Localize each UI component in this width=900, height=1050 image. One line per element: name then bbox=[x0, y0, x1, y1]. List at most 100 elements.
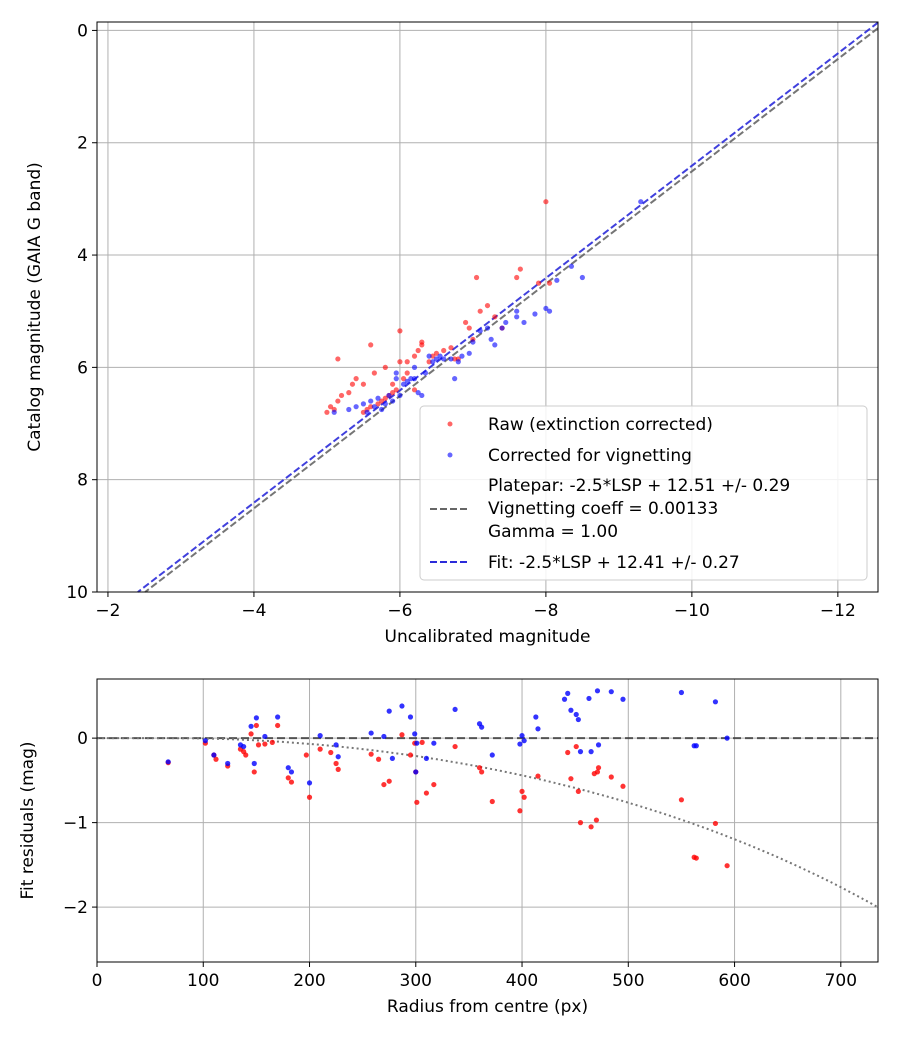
corrected-point bbox=[333, 742, 339, 748]
raw-point bbox=[368, 404, 374, 410]
raw-point bbox=[375, 756, 382, 762]
corrected-point bbox=[568, 707, 574, 713]
raw-point bbox=[517, 808, 523, 814]
corrected-point bbox=[678, 689, 685, 696]
legend-box bbox=[419, 405, 868, 581]
corrected-point bbox=[353, 404, 359, 410]
raw-point bbox=[251, 769, 257, 775]
corrected-point bbox=[400, 381, 407, 387]
corrected-point bbox=[317, 733, 323, 739]
raw-point bbox=[419, 739, 425, 745]
raw-point bbox=[430, 353, 436, 359]
raw-point bbox=[477, 308, 483, 314]
corrected-point bbox=[535, 726, 541, 732]
corrected-point bbox=[379, 406, 385, 413]
raw-point bbox=[568, 776, 574, 782]
raw-point bbox=[262, 741, 268, 747]
top-scatter-points bbox=[324, 199, 644, 415]
vignetting-curve bbox=[97, 737, 879, 909]
raw-point bbox=[517, 266, 523, 272]
raw-point bbox=[595, 765, 602, 771]
raw-point bbox=[678, 797, 685, 803]
raw-point bbox=[573, 743, 579, 750]
corrected-point bbox=[499, 325, 505, 331]
corrected-point bbox=[514, 308, 520, 314]
y-tick-label: 0 bbox=[77, 729, 88, 749]
raw-point bbox=[317, 746, 323, 752]
raw-point bbox=[335, 356, 341, 362]
raw-point bbox=[368, 751, 374, 757]
x-tick-label: 200 bbox=[293, 971, 325, 991]
raw-point bbox=[306, 794, 313, 800]
corrected-point bbox=[382, 401, 388, 407]
corrected-point bbox=[368, 398, 374, 404]
corrected-point bbox=[393, 376, 399, 382]
corrected-point bbox=[479, 724, 485, 730]
corrected-point bbox=[712, 699, 719, 705]
x-tick-label: −8 bbox=[533, 601, 558, 621]
top-panel: −2 −4 −6 −8 −10 −12 0 2 4 6 8 10 Uncalibrated magni… bbox=[25, 21, 879, 647]
raw-point bbox=[514, 274, 520, 281]
raw-point bbox=[452, 743, 458, 750]
corrected-point bbox=[514, 314, 520, 320]
x-tick-label: −10 bbox=[674, 601, 710, 621]
corrected-point bbox=[448, 356, 454, 362]
y-tick-label: 6 bbox=[77, 358, 88, 378]
x-tick-label: −2 bbox=[95, 601, 120, 621]
raw-point bbox=[382, 364, 388, 370]
raw-point bbox=[546, 280, 553, 286]
raw-point bbox=[535, 773, 541, 779]
legend-label-fit: Fit: -2.5*LSP + 12.41 +/- 0.27 bbox=[488, 553, 740, 573]
raw-point bbox=[565, 749, 571, 756]
raw-point bbox=[399, 732, 405, 738]
legend-marker-raw bbox=[447, 421, 453, 427]
corrected-point bbox=[285, 765, 291, 771]
corrected-point bbox=[414, 740, 420, 746]
top-axes-frame bbox=[96, 21, 879, 593]
corrected-point bbox=[554, 277, 560, 283]
corrected-point bbox=[360, 401, 367, 407]
raw-point bbox=[575, 788, 581, 794]
bottom-x-axis-label: Radius from centre (px) bbox=[387, 997, 588, 1017]
corrected-point bbox=[441, 356, 447, 362]
raw-point bbox=[479, 769, 485, 775]
corrected-point bbox=[595, 742, 602, 748]
raw-point bbox=[620, 783, 626, 789]
corrected-point bbox=[346, 406, 352, 413]
raw-point bbox=[335, 766, 341, 772]
raw-point bbox=[346, 390, 352, 396]
raw-point bbox=[381, 781, 387, 788]
bottom-scatter-points bbox=[165, 688, 730, 869]
y-tick-label: −1 bbox=[63, 814, 88, 834]
raw-point bbox=[379, 398, 385, 404]
bottom-panel: 0 100 200 300 400 500 600 700 0 −1 −2 Radius from … bbox=[18, 678, 879, 1017]
corrected-point bbox=[521, 319, 527, 326]
x-tick-label: 0 bbox=[92, 971, 103, 991]
corrected-point bbox=[399, 703, 405, 709]
corrected-point bbox=[586, 695, 592, 702]
raw-point bbox=[338, 392, 345, 399]
corrected-point bbox=[532, 311, 538, 317]
corrected-point bbox=[488, 336, 494, 342]
raw-point bbox=[400, 376, 407, 382]
raw-point bbox=[404, 359, 410, 365]
raw-point bbox=[693, 855, 699, 861]
y-tick-label: −2 bbox=[63, 898, 88, 918]
corrected-point bbox=[452, 706, 458, 713]
legend-marker-corrected bbox=[447, 452, 453, 458]
corrected-point bbox=[561, 696, 568, 702]
corrected-point bbox=[533, 714, 539, 720]
raw-point bbox=[594, 769, 601, 775]
corrected-point bbox=[724, 735, 730, 741]
legend-label-platepar: Platepar: -2.5*LSP + 12.51 +/- 0.29 bbox=[488, 476, 790, 496]
corrected-point bbox=[411, 364, 418, 370]
bottom-ticks: 0 100 200 300 400 500 600 700 0 −1 −2 bbox=[63, 729, 857, 991]
corrected-point bbox=[608, 689, 614, 695]
x-tick-label: 300 bbox=[400, 971, 432, 991]
corrected-point bbox=[419, 392, 425, 399]
corrected-point bbox=[413, 769, 419, 775]
raw-point bbox=[415, 347, 421, 354]
raw-point bbox=[390, 390, 396, 396]
corrected-point bbox=[568, 263, 575, 269]
x-tick-label: −4 bbox=[241, 601, 266, 621]
